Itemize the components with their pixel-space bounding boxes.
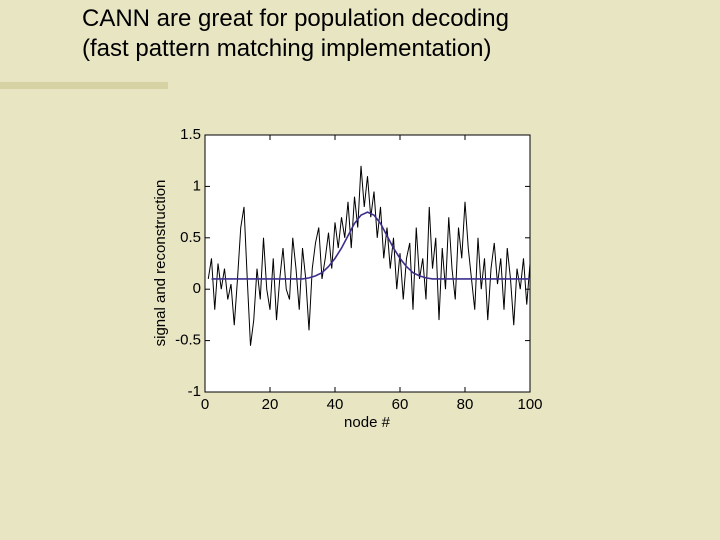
y-tick-label: -0.5 bbox=[175, 332, 201, 349]
y-tick-label: 0.5 bbox=[180, 229, 201, 246]
title-line: (fast pattern matching implementation) bbox=[82, 35, 492, 62]
accent-bar bbox=[0, 82, 168, 89]
x-tick-label: 60 bbox=[392, 396, 409, 413]
title-line: CANN are great for population decoding bbox=[82, 5, 509, 32]
y-tick-label: -1 bbox=[188, 383, 201, 400]
plot-area bbox=[204, 134, 531, 393]
y-tick-label: 0 bbox=[193, 280, 201, 297]
y-tick-label: 1.5 bbox=[180, 126, 201, 143]
x-tick-label: 80 bbox=[457, 396, 474, 413]
x-tick-label: 0 bbox=[201, 396, 209, 413]
x-tick-label: 40 bbox=[327, 396, 344, 413]
x-tick-label: 20 bbox=[262, 396, 279, 413]
data-line bbox=[211, 211, 530, 280]
data-line bbox=[207, 165, 531, 346]
y-tick-label: 1 bbox=[193, 177, 201, 194]
x-tick-label: 100 bbox=[517, 396, 542, 413]
slide-title: CANN are great for population decoding (… bbox=[82, 4, 509, 64]
y-axis-label: signal and reconstruction bbox=[152, 180, 169, 347]
x-axis-label: node # bbox=[344, 414, 391, 431]
